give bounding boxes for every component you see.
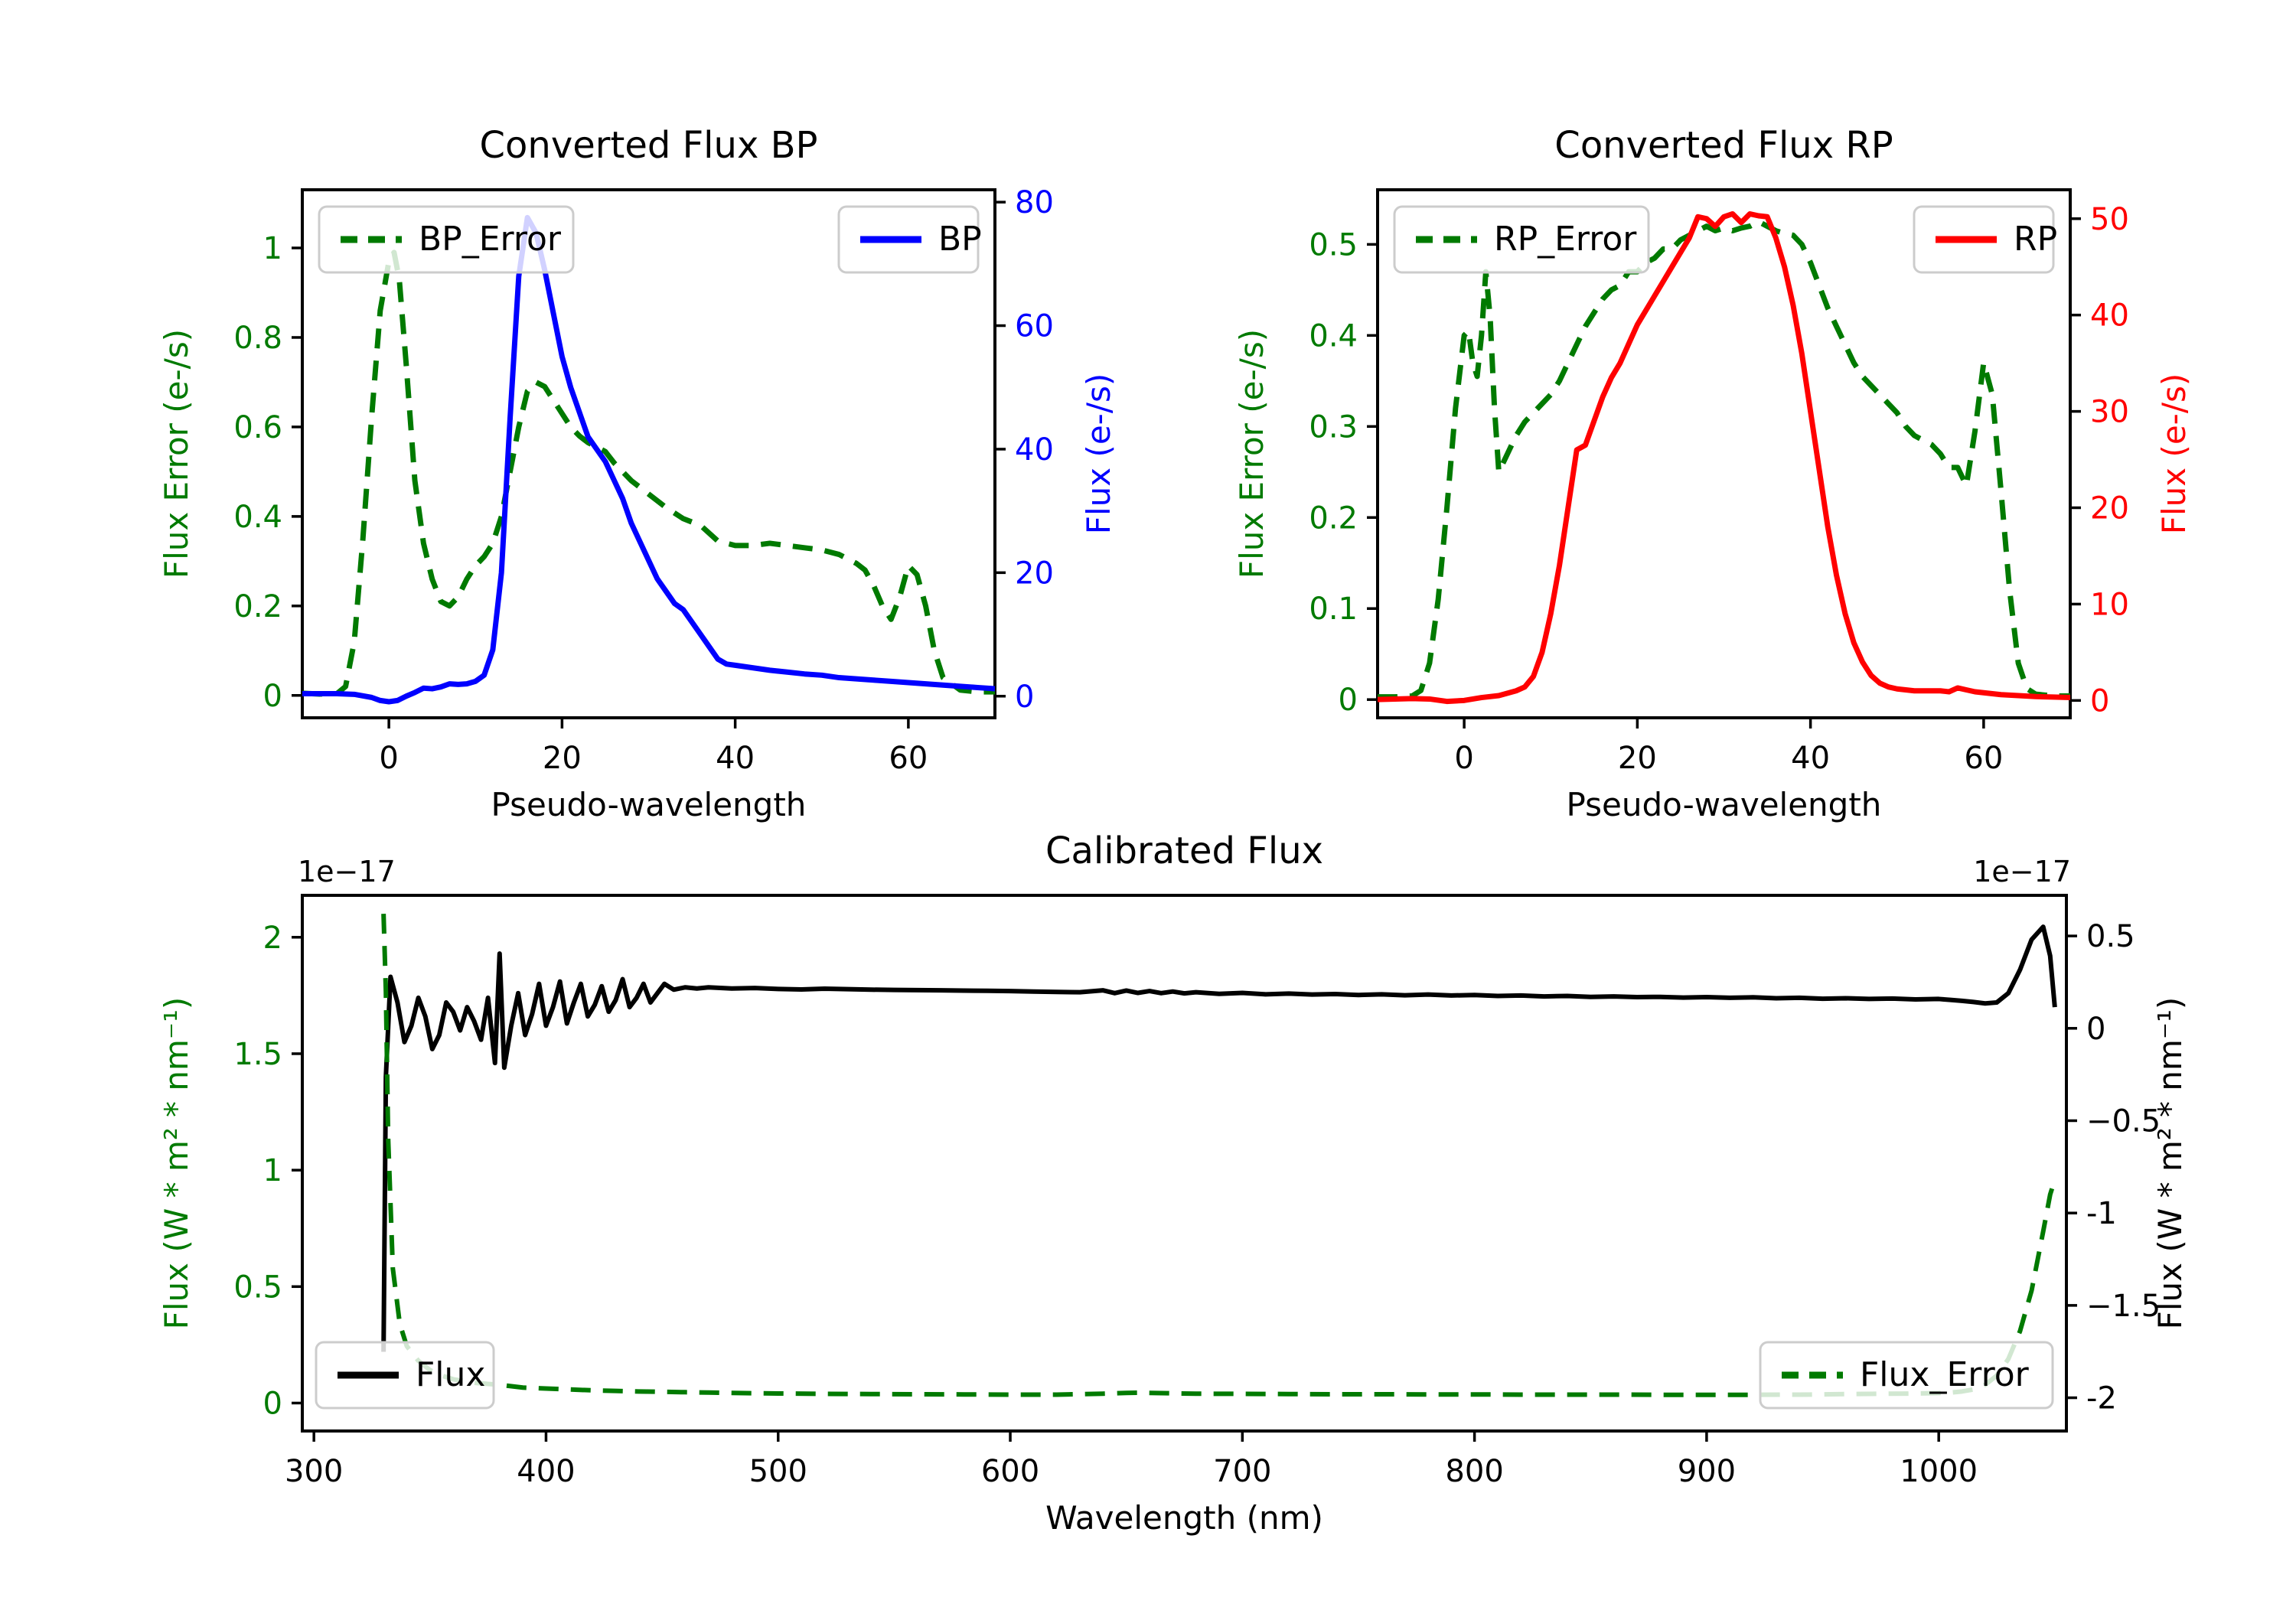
subplot-calibrated-flux: Calibrated Flux 1e−17 1e−17 300 400 500 600 700… xyxy=(158,830,2189,1537)
x-tick-label: 20 xyxy=(1618,741,1657,776)
plot-frame xyxy=(1376,188,2072,719)
x-tick-label: 500 xyxy=(749,1454,807,1489)
x-tick-label: 1000 xyxy=(1900,1454,1978,1489)
y-tick-label-left: 0.2 xyxy=(1309,500,1358,536)
series-bp_error xyxy=(302,249,995,697)
y-axis-title-left: Flux Error (e-/s) xyxy=(1233,329,1270,579)
legend-label: RP xyxy=(2014,220,2057,259)
x-axis-title: Pseudo-wavelength xyxy=(491,786,807,823)
series-flux xyxy=(381,924,2057,1352)
y-tick-label-right: −0.5 xyxy=(2086,1103,2161,1139)
y-tick-label-right: 80 xyxy=(1015,185,1054,220)
subplot-converted-flux-rp: Converted Flux RP 0 20 40 60 Pseudo-wavelengt… xyxy=(1233,124,2193,823)
series-bp xyxy=(302,214,995,705)
y-tick-label-right: 0.5 xyxy=(2086,919,2135,954)
x-axis-title: Wavelength (nm) xyxy=(1045,1499,1323,1537)
legend-label: RP_Error xyxy=(1494,220,1637,259)
y-axis-offset-right: 1e−17 xyxy=(1973,855,2071,888)
x-tick-label: 60 xyxy=(889,741,928,776)
legend-rp_error[interactable]: RP_Error xyxy=(1393,205,1650,274)
x-tick-label: 0 xyxy=(379,741,398,776)
legend-flux_error[interactable]: Flux_Error xyxy=(1759,1341,2054,1410)
x-tick-label: 300 xyxy=(285,1454,343,1489)
y-tick-label-right: 40 xyxy=(1015,432,1054,468)
y-tick-label-left: 0 xyxy=(263,1386,282,1421)
x-tick-label: 800 xyxy=(1445,1454,1503,1489)
y-tick-label-right: 30 xyxy=(2090,395,2129,430)
y-tick-label-left: 2 xyxy=(263,921,282,956)
y-tick-label-right: 0 xyxy=(2090,683,2109,719)
legend-label: Flux xyxy=(416,1355,485,1394)
series-flux_error xyxy=(381,914,2057,1397)
x-tick-label: 900 xyxy=(1678,1454,1736,1489)
legend-label: Flux_Error xyxy=(1860,1355,2030,1394)
data-layer xyxy=(1378,210,2070,705)
y-axis-title-right: Flux (e-/s) xyxy=(2155,373,2193,534)
y-tick-label-left: 1 xyxy=(263,231,282,266)
x-tick-label: 40 xyxy=(716,741,755,776)
plot-title-converted-flux-rp: Converted Flux RP xyxy=(1554,124,1893,167)
y-axis-title-right: Flux (W * m² * nm⁻¹) xyxy=(2151,997,2189,1330)
y-tick-label-left: 0 xyxy=(1339,683,1358,718)
x-tick-label: 700 xyxy=(1213,1454,1271,1489)
legend-box xyxy=(315,1341,495,1410)
y-axis-title-right: Flux (e-/s) xyxy=(1080,373,1117,534)
x-tick-label: 0 xyxy=(1454,741,1473,776)
y-tick-label-left: 1.5 xyxy=(233,1037,282,1072)
y-tick-label-right: 10 xyxy=(2090,587,2129,622)
legend-label: BP_Error xyxy=(419,220,562,259)
legend-box xyxy=(1393,205,1650,274)
plot-title-calibrated-flux: Calibrated Flux xyxy=(1045,830,1323,872)
y-tick-label-right: -2 xyxy=(2086,1381,2117,1416)
y-tick-label-right: 0 xyxy=(2086,1012,2105,1047)
y-tick-label-left: 0.6 xyxy=(233,410,282,445)
legend-box xyxy=(1759,1341,2054,1410)
data-layer xyxy=(302,214,995,705)
plot-frame xyxy=(301,894,2068,1433)
x-tick-label: 40 xyxy=(1791,741,1830,776)
y-tick-label-left: 0.3 xyxy=(1309,409,1358,445)
y-tick-label-left: 0.4 xyxy=(233,500,282,535)
y-tick-label-right: -1 xyxy=(2086,1196,2117,1231)
x-tick-label: 60 xyxy=(1964,741,2003,776)
x-tick-label: 400 xyxy=(517,1454,575,1489)
y-tick-label-right: 50 xyxy=(2090,202,2129,237)
y-tick-label-left: 1 xyxy=(263,1153,282,1188)
y-tick-label-left: 0.5 xyxy=(233,1270,282,1305)
y-tick-label-right: 60 xyxy=(1015,309,1054,344)
plot-frame xyxy=(301,188,996,719)
legend-flux[interactable]: Flux xyxy=(315,1341,495,1410)
series-rp xyxy=(1378,210,2070,705)
y-tick-label-left: 0.4 xyxy=(1309,318,1358,354)
y-tick-label-left: 0 xyxy=(263,679,282,714)
legend-box xyxy=(318,205,575,274)
data-layer xyxy=(381,914,2057,1397)
y-tick-label-right: 40 xyxy=(2090,298,2129,334)
legend-rp[interactable]: RP xyxy=(1913,205,2057,274)
y-tick-label-left: 0.8 xyxy=(233,321,282,356)
y-tick-label-left: 0.5 xyxy=(1309,227,1358,262)
y-tick-label-right: 0 xyxy=(1015,680,1034,715)
legend-bp[interactable]: BP xyxy=(837,205,982,274)
y-tick-label-right: 20 xyxy=(1015,556,1054,591)
subplot-converted-flux-bp: Converted Flux BP 0 20 40 60 Pseudo-wavelengt… xyxy=(158,124,1117,823)
y-tick-label-left: 0.2 xyxy=(233,589,282,624)
y-tick-label-right: 20 xyxy=(2090,491,2129,526)
x-tick-label: 600 xyxy=(981,1454,1039,1489)
y-axis-title-left: Flux (W * m² * nm⁻¹) xyxy=(158,997,195,1330)
plot-title-converted-flux-bp: Converted Flux BP xyxy=(480,124,818,167)
legend-bp_error[interactable]: BP_Error xyxy=(318,205,575,274)
x-axis-title: Pseudo-wavelength xyxy=(1567,786,1882,823)
legend-label: BP xyxy=(938,220,982,259)
x-tick-label: 20 xyxy=(543,741,582,776)
y-axis-offset-left: 1e−17 xyxy=(298,855,396,888)
y-tick-label-left: 0.1 xyxy=(1309,592,1358,627)
y-axis-title-left: Flux Error (e-/s) xyxy=(158,329,195,579)
y-tick-label-right: −1.5 xyxy=(2086,1289,2161,1324)
series-rp_error xyxy=(1378,219,2070,700)
